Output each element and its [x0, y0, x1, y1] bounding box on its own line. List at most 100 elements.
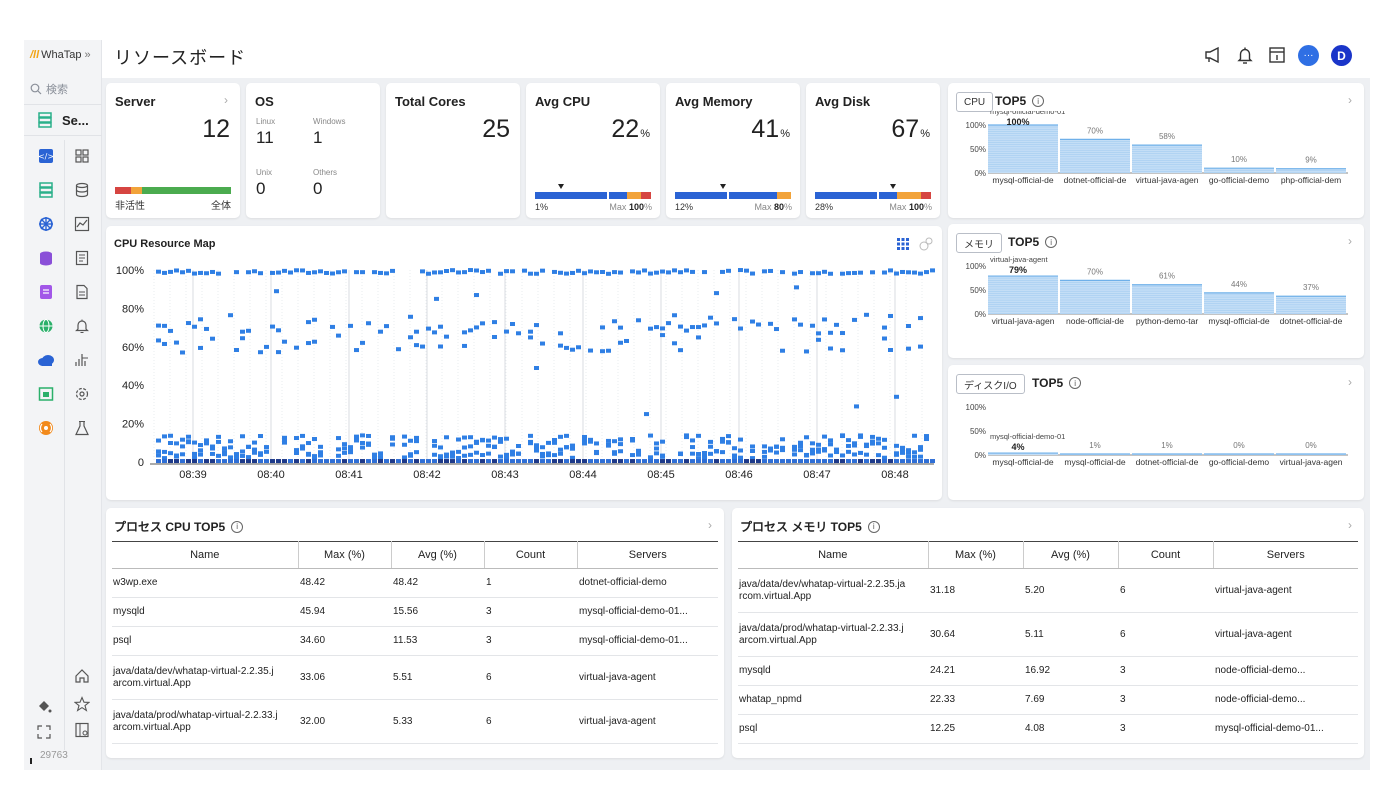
map-point[interactable]	[414, 435, 419, 440]
map-point[interactable]	[582, 459, 587, 464]
network-globe-icon[interactable]	[36, 316, 56, 336]
map-point[interactable]	[708, 451, 713, 456]
map-point[interactable]	[312, 437, 317, 442]
map-point[interactable]	[378, 455, 383, 460]
map-point[interactable]	[846, 449, 851, 454]
map-point[interactable]	[264, 459, 269, 464]
chevron-right-icon[interactable]: ›	[1348, 234, 1352, 248]
map-point[interactable]	[180, 437, 185, 442]
report-icon[interactable]	[72, 248, 92, 268]
map-point[interactable]	[930, 459, 935, 464]
map-point[interactable]	[678, 324, 683, 329]
map-point[interactable]	[858, 450, 863, 455]
map-point[interactable]	[738, 459, 743, 464]
map-point[interactable]	[558, 451, 563, 456]
map-point[interactable]	[174, 340, 179, 345]
map-point[interactable]	[894, 443, 899, 448]
map-point[interactable]	[894, 394, 899, 399]
map-point[interactable]	[750, 319, 755, 324]
map-point[interactable]	[774, 327, 779, 332]
map-point[interactable]	[636, 448, 641, 453]
map-point[interactable]	[168, 433, 173, 438]
chevron-right-icon[interactable]: ›	[224, 93, 228, 107]
map-point[interactable]	[234, 459, 239, 464]
map-point[interactable]	[894, 271, 899, 276]
map-point[interactable]	[756, 459, 761, 464]
map-point[interactable]	[534, 271, 539, 276]
map-point[interactable]	[912, 450, 917, 455]
map-point[interactable]	[372, 459, 377, 464]
map-point[interactable]	[822, 459, 827, 464]
map-point[interactable]	[762, 454, 767, 459]
map-point[interactable]	[690, 269, 695, 274]
map-point[interactable]	[672, 313, 677, 318]
map-point[interactable]	[534, 366, 539, 370]
map-point[interactable]	[660, 454, 665, 459]
map-point[interactable]	[828, 330, 833, 335]
map-point[interactable]	[300, 446, 305, 451]
map-point[interactable]	[414, 329, 419, 334]
grid-view-icon[interactable]	[896, 237, 910, 256]
map-point[interactable]	[810, 323, 815, 328]
map-point[interactable]	[906, 454, 911, 459]
map-point[interactable]	[858, 459, 863, 464]
map-point[interactable]	[162, 341, 167, 346]
map-point[interactable]	[840, 459, 845, 464]
map-point[interactable]	[804, 459, 809, 464]
map-point[interactable]	[480, 321, 485, 326]
map-point[interactable]	[636, 452, 641, 457]
map-point[interactable]	[840, 433, 845, 438]
map-point[interactable]	[408, 459, 413, 464]
map-point[interactable]	[912, 459, 917, 464]
map-point[interactable]	[222, 459, 227, 464]
map-point[interactable]	[420, 459, 425, 464]
map-point[interactable]	[552, 269, 557, 274]
map-point[interactable]	[858, 270, 863, 275]
map-point[interactable]	[774, 459, 779, 464]
grid-icon[interactable]	[72, 146, 92, 166]
map-point[interactable]	[276, 270, 281, 275]
map-point[interactable]	[468, 268, 473, 273]
info-icon[interactable]: i	[867, 520, 880, 533]
settings-icon[interactable]	[72, 384, 92, 404]
map-point[interactable]	[390, 442, 395, 447]
map-point[interactable]	[228, 445, 233, 450]
info-icon[interactable]: i	[231, 520, 244, 533]
map-point[interactable]	[846, 459, 851, 464]
map-point[interactable]	[906, 346, 911, 351]
map-point[interactable]	[794, 285, 799, 290]
map-point[interactable]	[168, 328, 173, 333]
bar[interactable]	[1132, 144, 1202, 173]
map-point[interactable]	[750, 459, 755, 464]
map-point[interactable]	[732, 317, 737, 322]
map-point[interactable]	[534, 459, 539, 464]
map-point[interactable]	[420, 269, 425, 274]
map-point[interactable]	[408, 452, 413, 457]
map-point[interactable]	[198, 459, 203, 464]
chevron-right-icon[interactable]: ›	[1348, 93, 1352, 107]
map-point[interactable]	[354, 348, 359, 353]
map-point[interactable]	[900, 459, 905, 464]
map-point[interactable]	[258, 451, 263, 456]
map-point[interactable]	[846, 443, 851, 448]
map-point[interactable]	[216, 271, 221, 276]
table-row[interactable]: whatap_npmd 22.33 7.69 3 node-official-demo.…	[738, 685, 1358, 715]
map-point[interactable]	[852, 452, 857, 457]
map-point[interactable]	[828, 271, 833, 276]
map-point[interactable]	[456, 449, 461, 454]
map-point[interactable]	[702, 323, 707, 328]
bar[interactable]	[1060, 138, 1130, 173]
map-point[interactable]	[834, 447, 839, 452]
map-point[interactable]	[498, 439, 503, 444]
map-point[interactable]	[492, 459, 497, 464]
map-point[interactable]	[906, 459, 911, 464]
map-point[interactable]	[516, 331, 521, 336]
map-point[interactable]	[258, 459, 263, 464]
map-point[interactable]	[690, 451, 695, 456]
map-point[interactable]	[312, 339, 317, 344]
table-row[interactable]: psql 12.25 4.08 3 mysql-official-demo-01...	[738, 714, 1358, 744]
map-point[interactable]	[834, 449, 839, 454]
map-point[interactable]	[558, 343, 563, 348]
map-point[interactable]	[732, 446, 737, 451]
map-point[interactable]	[360, 445, 365, 450]
